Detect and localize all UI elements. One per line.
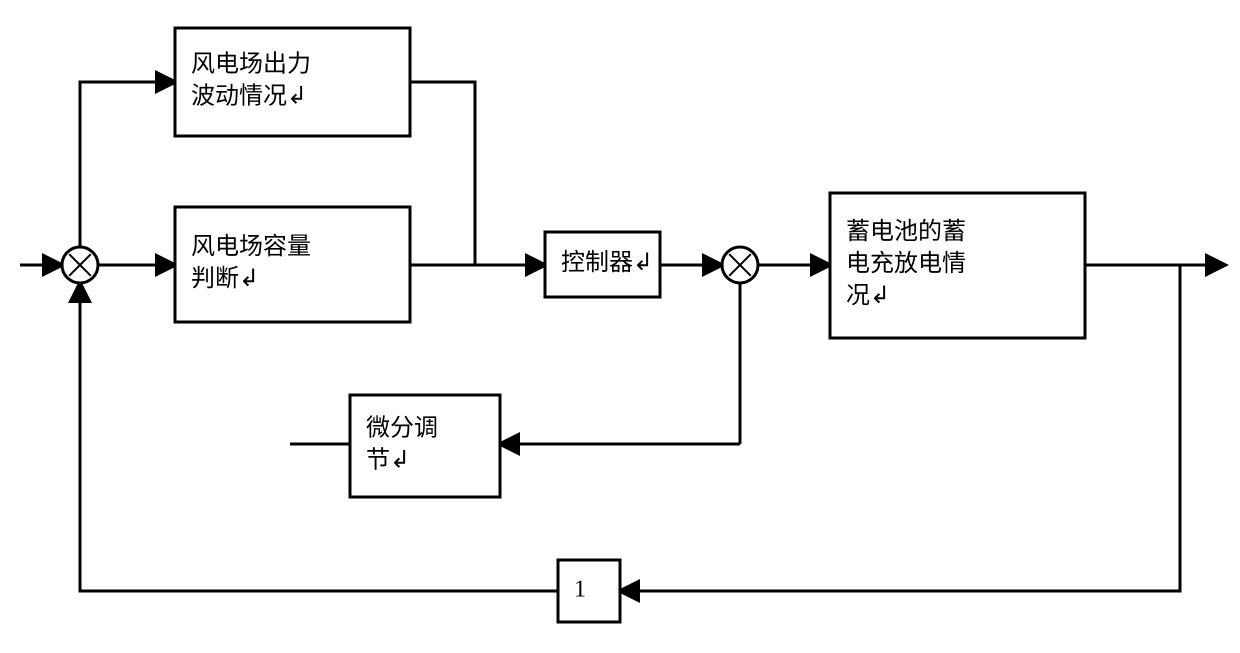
block-unity — [558, 560, 620, 622]
block-diagram: 风电场出力波动情况↲ 风电场容量判断↲ 控制器↲ 蓄电池的蓄电充放电情况↲ 微分调节↲ 1 — [0, 0, 1240, 653]
block-diff-line0: 微分调 — [366, 415, 438, 442]
block-fluct-line1: 波动情况↲ — [191, 83, 307, 110]
block-unity-line0: 1 — [574, 577, 586, 603]
edge-fluct-ctrljoin — [410, 82, 475, 265]
block-fluct — [175, 28, 410, 136]
block-battery-line0: 蓄电池的蓄 — [846, 218, 966, 245]
block-fluct-line0: 风电场出力 — [191, 51, 311, 78]
block-cap — [175, 207, 410, 322]
block-ctrl-line0: 控制器↲ — [561, 249, 653, 276]
block-battery-line1: 电充放电情 — [846, 250, 966, 277]
block-diff — [350, 395, 500, 497]
edge-sum1-fluct — [80, 82, 175, 247]
block-cap-line0: 风电场容量 — [191, 233, 311, 260]
block-cap-line1: 判断↲ — [191, 265, 259, 292]
block-diff-line1: 节↲ — [366, 447, 410, 474]
block-battery-line2: 况↲ — [846, 283, 890, 309]
